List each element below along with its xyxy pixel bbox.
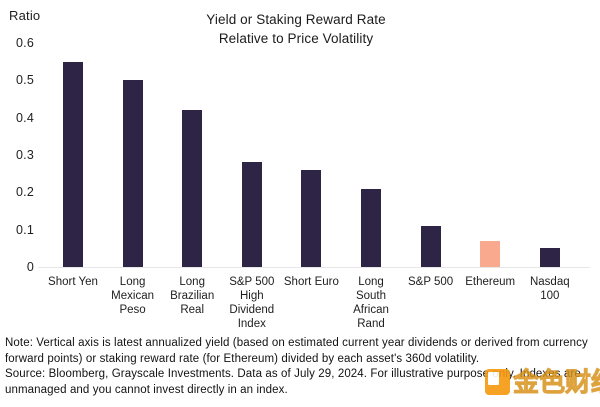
bar-s-p-500 — [420, 226, 441, 267]
bar-s-p-500-high-dividend-index — [241, 162, 262, 267]
footnote-source: Source: Bloomberg, Grayscale Investments… — [5, 368, 581, 396]
bar-ethereum — [480, 241, 501, 267]
footnote: Note: Vertical axis is latest annualized… — [5, 336, 594, 398]
bar-long-mexican-peso — [122, 80, 143, 267]
bar-long-brazilian-real — [182, 110, 203, 267]
x-tick-label: Short Euro — [283, 276, 339, 288]
y-tick-label: 0.1 — [16, 222, 34, 237]
plot-area: Short Yen Long Mexican Peso Long Brazilian… — [38, 43, 590, 330]
x-tick-label: S&P 500 — [408, 276, 454, 288]
x-axis-line — [38, 267, 590, 268]
footnote-note: Note: Vertical axis is latest annualized… — [5, 337, 588, 365]
logo-notch — [488, 372, 499, 385]
y-tick-label: 0 — [26, 260, 34, 274]
watermark: 金色财经 — [485, 367, 600, 397]
chart-title-line1: Yield or Staking Reward Rate — [206, 12, 386, 27]
bar-short-yen — [63, 62, 83, 267]
x-tick-label: S&P 500 High Dividend Index — [229, 276, 275, 330]
bar-nasdaq-100 — [539, 248, 560, 267]
y-axis-title: Ratio — [9, 8, 41, 23]
y-tick-label: 0.5 — [16, 73, 34, 88]
bar-short-euro — [301, 170, 322, 267]
x-tick-label: Long Brazilian Real — [170, 276, 215, 316]
chart-title-line2: Relative to Price Volatility — [218, 31, 374, 46]
y-tick-label: 0.4 — [16, 110, 34, 125]
y-tick-label: 0.2 — [16, 185, 34, 200]
watermark-text: 金色财经 — [512, 367, 600, 397]
bar-long-south-african-rand — [361, 189, 381, 267]
x-tick-label: Long South African Rand — [353, 276, 389, 330]
jinse-finance-logo-icon — [485, 369, 510, 395]
x-tick-label: Nasdaq 100 — [529, 276, 570, 302]
x-tick-label: Long Mexican Peso — [111, 276, 154, 316]
y-tick-label: 0.6 — [16, 36, 34, 50]
x-tick-label: Ethereum — [465, 276, 516, 288]
chart-title: Yield or Staking Reward Rate Relative to… — [0, 10, 592, 48]
x-tick-label: Short Yen — [48, 276, 98, 288]
y-tick-label: 0.3 — [16, 148, 34, 162]
y-axis-tick-labels: 0 0.1 0.2 0.3 0.4 0.5 0.6 — [0, 36, 34, 274]
